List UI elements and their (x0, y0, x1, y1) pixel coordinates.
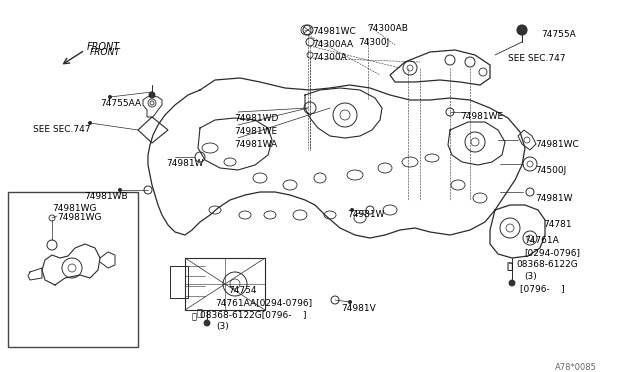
Text: 74300A: 74300A (312, 53, 347, 62)
Text: [0294-0796]: [0294-0796] (524, 248, 580, 257)
Circle shape (204, 320, 210, 326)
Text: 74755AA: 74755AA (100, 99, 141, 108)
Text: [0796-    ]: [0796- ] (520, 284, 564, 293)
Text: 74781: 74781 (543, 220, 572, 229)
Text: 74300AA: 74300AA (312, 40, 353, 49)
Text: (3): (3) (524, 272, 537, 281)
Text: 74981WD: 74981WD (234, 114, 278, 123)
Text: Ⓢ: Ⓢ (192, 312, 197, 321)
Circle shape (88, 122, 92, 125)
Circle shape (118, 189, 122, 192)
Text: Ⓢ: Ⓢ (196, 307, 202, 317)
Bar (8, 192, 138, 347)
Text: 74500J: 74500J (535, 166, 566, 175)
Text: SEE SEC.747: SEE SEC.747 (508, 54, 566, 63)
Text: A78*0085: A78*0085 (555, 363, 597, 372)
Circle shape (351, 208, 353, 212)
Text: Ⓢ: Ⓢ (508, 262, 513, 271)
Text: (3): (3) (216, 322, 228, 331)
Text: 74300J: 74300J (358, 38, 389, 47)
Text: 74981WC: 74981WC (312, 27, 356, 36)
Text: 74981V: 74981V (341, 304, 376, 313)
Text: FRONT: FRONT (90, 48, 121, 57)
Circle shape (109, 96, 111, 99)
Text: FRONT: FRONT (87, 42, 120, 52)
Circle shape (509, 280, 515, 286)
Text: 74754: 74754 (228, 286, 257, 295)
Text: 74981W: 74981W (166, 159, 204, 168)
Bar (170, 266, 188, 298)
Text: 08368-6122G: 08368-6122G (516, 260, 578, 269)
Bar (185, 258, 265, 310)
Text: SEE SEC.747: SEE SEC.747 (33, 125, 90, 134)
Circle shape (349, 301, 351, 304)
Text: 74981WE: 74981WE (234, 127, 277, 136)
Text: 74755A: 74755A (541, 30, 576, 39)
Text: Ⓢ: Ⓢ (506, 260, 512, 270)
Text: 74981WG: 74981WG (57, 213, 102, 222)
Text: 08368-6122G[0796-    ]: 08368-6122G[0796- ] (200, 310, 307, 319)
Text: 74761AA[0294-0796]: 74761AA[0294-0796] (215, 298, 312, 307)
Text: 74981WB: 74981WB (84, 192, 127, 201)
Text: 74981W: 74981W (347, 210, 385, 219)
Text: 74981W: 74981W (535, 194, 573, 203)
Circle shape (149, 92, 155, 98)
Text: 74300AB: 74300AB (367, 24, 408, 33)
Text: 74981WC: 74981WC (535, 140, 579, 149)
Text: 74981WG: 74981WG (52, 204, 97, 213)
Text: 74981WA: 74981WA (234, 140, 277, 149)
Text: 74981WE: 74981WE (460, 112, 503, 121)
Circle shape (517, 25, 527, 35)
Text: 74761A: 74761A (524, 236, 559, 245)
